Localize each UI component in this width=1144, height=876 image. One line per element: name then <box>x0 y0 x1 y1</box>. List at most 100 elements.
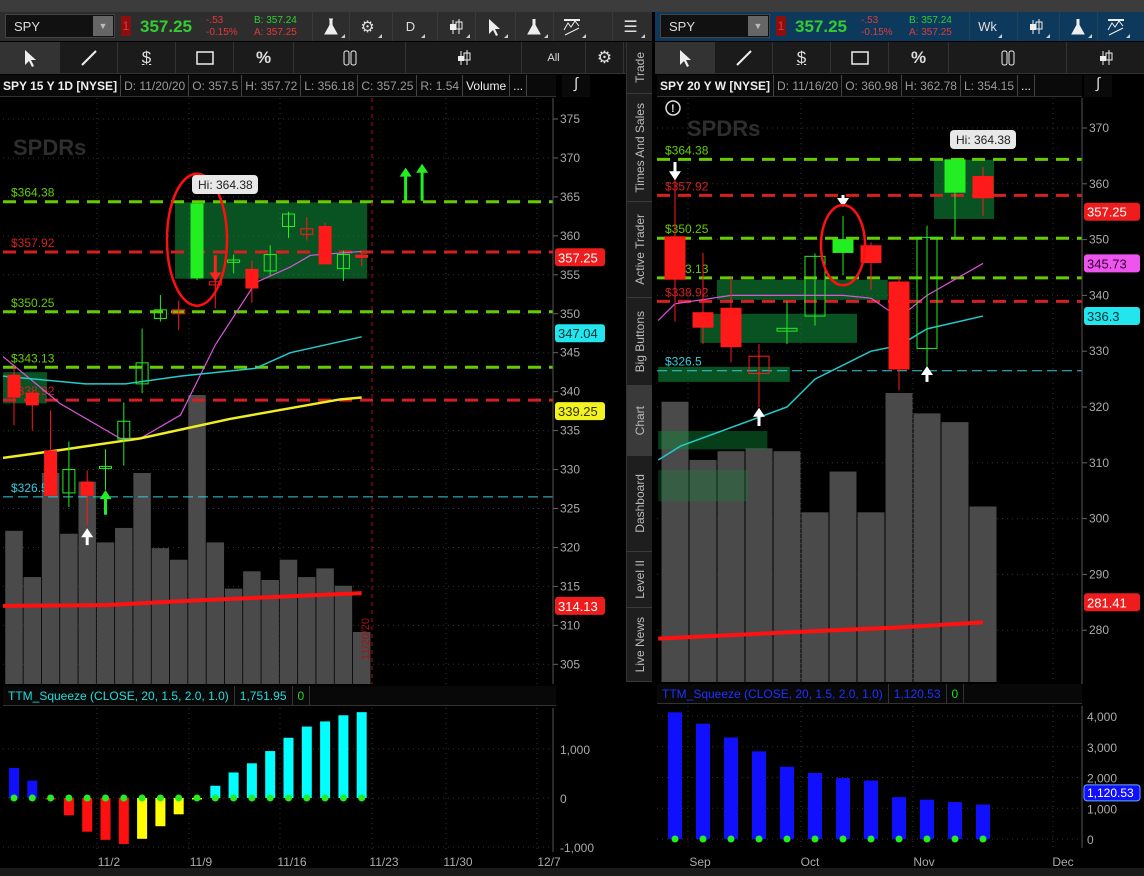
rectangle-tool[interactable] <box>176 42 234 73</box>
drawings-icon[interactable] <box>1097 12 1133 41</box>
tab-level-ii[interactable]: Level II <box>627 552 652 608</box>
arrow-head <box>753 407 765 417</box>
volume-bar <box>661 401 689 682</box>
dollar-icon: $ <box>796 47 807 67</box>
chevron-down-icon[interactable]: ▼ <box>748 16 768 36</box>
price-tag <box>555 248 605 267</box>
studies-tool[interactable] <box>294 42 406 73</box>
tab-active-trader[interactable]: Active Trader <box>627 202 652 298</box>
info-more[interactable]: ... <box>510 75 528 96</box>
candle-up <box>804 255 826 317</box>
line-tool[interactable] <box>715 42 773 73</box>
tab-trade[interactable]: Trade <box>627 42 652 94</box>
chevron-down-icon[interactable]: ▼ <box>93 16 113 36</box>
left-price-axis[interactable]: 375 370 365 360 355 350 345 340 335 330 325 320 315 3… <box>552 98 605 684</box>
test-tubes-icon <box>1001 50 1014 65</box>
volume-bar <box>243 571 261 684</box>
tab-times-and-sales[interactable]: Times And Sales <box>627 94 652 202</box>
cursor-tool[interactable] <box>655 42 715 73</box>
menu-icon[interactable]: ☰ <box>612 12 648 41</box>
bottom-scrollbar[interactable] <box>0 868 1144 876</box>
price-axis-label: 310 <box>1089 456 1109 470</box>
squeeze-dot <box>923 835 931 843</box>
studies-flask-icon[interactable] <box>515 12 551 41</box>
tab-chart[interactable]: Chart <box>627 386 652 456</box>
tab-big-buttons[interactable]: Big Buttons <box>627 298 652 386</box>
price-level-label: $357.92 <box>11 236 55 250</box>
right-squeeze-plot[interactable]: 4,000 3,000 2,000 1,000 0 1,120.53 Sep Oct Nov De… <box>657 706 1141 869</box>
price-tag <box>1084 593 1140 612</box>
studies-tool[interactable] <box>949 42 1067 73</box>
candle-down <box>80 481 94 496</box>
squeeze-axis-label: 1,000 <box>1087 802 1117 816</box>
moving-average-line <box>657 262 984 321</box>
info-more[interactable]: ... <box>1018 75 1036 96</box>
flask-icon[interactable] <box>1059 12 1095 41</box>
squeeze-bar <box>338 715 349 798</box>
study-icon[interactable]: ∫ <box>562 75 590 97</box>
symbol-selector[interactable]: SPY ▼ <box>5 14 115 38</box>
squeeze-dot <box>755 835 763 843</box>
flask-icon[interactable] <box>312 12 348 41</box>
squeeze-dot <box>895 835 903 843</box>
candle-down <box>318 226 332 265</box>
alert-circle <box>665 100 681 116</box>
tab-dashboard[interactable]: Dashboard <box>627 456 652 552</box>
rectangle-tool[interactable] <box>831 42 889 73</box>
price-tag-value: 339.25 <box>558 404 598 419</box>
high-label: Hi: 364.38 <box>198 178 253 192</box>
squeeze-dot <box>138 794 146 802</box>
drawings-icon[interactable] <box>553 12 589 41</box>
chart-title: SPY 15 Y 1D [NYSE] <box>0 75 122 96</box>
chart-style-tool[interactable] <box>406 42 522 73</box>
right-price-axis[interactable]: 370 360 350 340 330 320 310 300 290 280 357.25 345.… <box>1081 98 1140 684</box>
chart-style-tool[interactable] <box>1067 42 1144 73</box>
squeeze-bar <box>9 767 19 798</box>
volume-bar <box>316 568 334 684</box>
squeeze-title[interactable]: TTM_Squeeze (CLOSE, 20, 1.5, 2.0, 1.0) <box>657 684 889 703</box>
candle-down <box>300 228 314 235</box>
study-icon[interactable]: ∫ <box>1084 75 1112 97</box>
squeeze-title[interactable]: TTM_Squeeze (CLOSE, 20, 1.5, 2.0, 1.0) <box>3 686 235 705</box>
date-axis-label: 11/23 <box>369 855 398 869</box>
tab-live-news[interactable]: Live News <box>627 608 652 682</box>
volume-bar <box>801 512 829 682</box>
cursor-icon[interactable] <box>475 12 511 41</box>
cursor-tool[interactable] <box>0 42 60 73</box>
candle-down <box>355 254 369 258</box>
price-axis-label: 320 <box>1089 400 1109 414</box>
chart-settings-gear[interactable]: ⚙ <box>586 42 624 73</box>
link-group-badge[interactable]: 1 <box>121 16 131 36</box>
gear-icon[interactable]: ⚙ <box>349 12 385 41</box>
symbol-selector[interactable]: SPY ▼ <box>660 14 770 38</box>
price-level-label: $364.38 <box>11 186 55 200</box>
percent-tool[interactable]: % <box>889 42 949 73</box>
bid-value: B: 357.24 <box>254 15 297 26</box>
left-price-plot[interactable]: SPDRs $364.38 $357.92 $350.25 $343.13 $338.92… <box>3 98 553 690</box>
volume-bar <box>96 542 115 684</box>
link-group-badge[interactable]: 1 <box>776 16 786 36</box>
chart-style-icon[interactable] <box>1017 12 1053 41</box>
chart-style-icon[interactable] <box>437 12 473 41</box>
aggregation-button[interactable]: Wk <box>969 12 1005 41</box>
line-tool[interactable] <box>60 42 118 73</box>
all-drawings-button[interactable]: All <box>522 42 586 73</box>
squeeze-bar <box>668 712 682 839</box>
percent-tool[interactable]: % <box>234 42 294 73</box>
left-squeeze-plot[interactable]: 1,000 0 -1,000 11/2 11/9 11/16 11/23 11/30 12/7 <box>3 708 594 869</box>
squeeze-dot <box>211 794 219 802</box>
right-price-plot[interactable]: SPDRs $364.38 $357.92 $350.25 $343.13 $338.92… <box>657 98 1082 690</box>
moving-average-line <box>658 620 984 641</box>
squeeze-bar <box>920 799 934 839</box>
volume-bar <box>717 451 745 682</box>
volume-bar <box>829 471 857 682</box>
price-level-label: $326.5 <box>11 481 48 495</box>
aggregation-button[interactable]: D <box>392 12 428 41</box>
rectangle-icon <box>195 50 214 65</box>
candle-up <box>916 236 938 349</box>
tab-label: Active Trader <box>632 214 647 285</box>
squeeze-dot <box>248 794 256 802</box>
price-level-tool[interactable]: $ <box>118 42 176 73</box>
price-level-tool[interactable]: $ <box>773 42 831 73</box>
